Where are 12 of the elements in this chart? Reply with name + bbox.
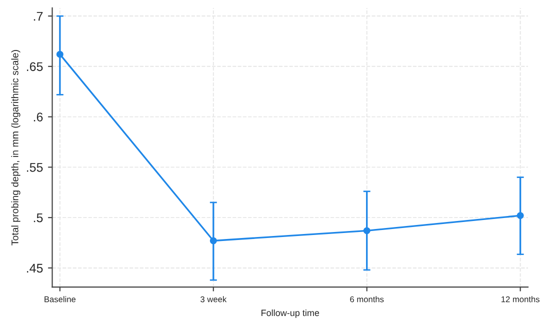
y-tick-label: .6 (34, 112, 43, 122)
y-axis-title: Total probing depth, in mm (logarithmic scale) (11, 50, 20, 246)
x-tick-label: Baseline (44, 296, 76, 302)
x-tick-label: 12 months (502, 296, 540, 302)
y-tick-label: .7 (34, 12, 43, 21)
x-tick-label: 3 week (200, 296, 227, 302)
y-tick-label: .55 (26, 163, 43, 172)
y-tick-label: .45 (26, 264, 43, 273)
y-tick-label: .65 (26, 62, 43, 72)
y-tick-label: .5 (34, 214, 43, 222)
x-tick-label: 6 months (350, 296, 384, 302)
x-axis-title: Follow-up time (262, 309, 320, 318)
